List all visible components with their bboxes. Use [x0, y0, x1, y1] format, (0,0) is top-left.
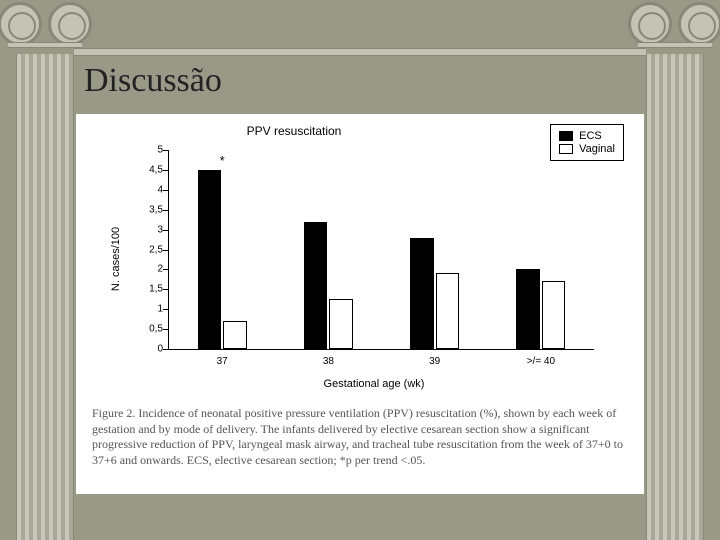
- slide-content: Discussão PPV resuscitation ECSVaginal N…: [76, 58, 644, 528]
- y-tick: [163, 329, 169, 330]
- slide-title: Discussão: [76, 58, 644, 114]
- column-shaft-left: [16, 54, 74, 540]
- legend-item: ECS: [559, 130, 615, 142]
- y-tick-label: 2,5: [135, 244, 163, 255]
- y-tick: [163, 250, 169, 251]
- bar-vaginal: [542, 281, 565, 349]
- bar-ecs: [410, 238, 433, 349]
- legend-label: ECS: [579, 130, 602, 142]
- annotation-asterisk: *: [220, 153, 225, 168]
- figure-caption: Figure 2. Incidence of neonatal positive…: [86, 394, 634, 468]
- y-tick: [163, 150, 169, 151]
- y-tick-label: 4: [135, 184, 163, 195]
- y-tick: [163, 309, 169, 310]
- y-tick-label: 2: [135, 264, 163, 275]
- bar-ecs: [198, 170, 221, 349]
- y-tick-label: 3,5: [135, 204, 163, 215]
- y-tick: [163, 190, 169, 191]
- y-tick: [163, 269, 169, 270]
- y-tick: [163, 210, 169, 211]
- column-capital-left: [0, 0, 90, 55]
- x-axis-label: Gestational age (wk): [114, 378, 634, 390]
- x-tick-label: 38: [323, 356, 334, 367]
- x-tick-label: >/= 40: [527, 356, 555, 367]
- entablature: [74, 48, 646, 56]
- bar-ecs: [516, 269, 539, 349]
- y-axis-label: N. cases/100: [110, 227, 122, 291]
- chart-title: PPV resuscitation: [114, 124, 474, 138]
- y-tick-label: 3: [135, 224, 163, 235]
- y-tick: [163, 170, 169, 171]
- y-tick: [163, 230, 169, 231]
- legend-swatch: [559, 131, 573, 141]
- plot-area: 00,511,522,533,544,55373839>/= 40*: [168, 150, 594, 350]
- y-tick-label: 0,5: [135, 324, 163, 335]
- figure-panel: PPV resuscitation ECSVaginal N. cases/10…: [76, 114, 644, 494]
- x-tick-label: 39: [429, 356, 440, 367]
- x-tick-label: 37: [217, 356, 228, 367]
- bar-vaginal: [436, 273, 459, 349]
- bar-vaginal: [329, 299, 352, 349]
- y-tick-label: 4,5: [135, 164, 163, 175]
- bar-ecs: [304, 222, 327, 349]
- y-tick-label: 1,5: [135, 284, 163, 295]
- chart: PPV resuscitation ECSVaginal N. cases/10…: [114, 124, 634, 394]
- column-capital-right: [630, 0, 720, 55]
- bar-vaginal: [223, 321, 246, 349]
- y-tick-label: 5: [135, 145, 163, 156]
- column-shaft-right: [646, 54, 704, 540]
- y-tick: [163, 349, 169, 350]
- y-tick: [163, 289, 169, 290]
- y-tick-label: 0: [135, 344, 163, 355]
- y-tick-label: 1: [135, 304, 163, 315]
